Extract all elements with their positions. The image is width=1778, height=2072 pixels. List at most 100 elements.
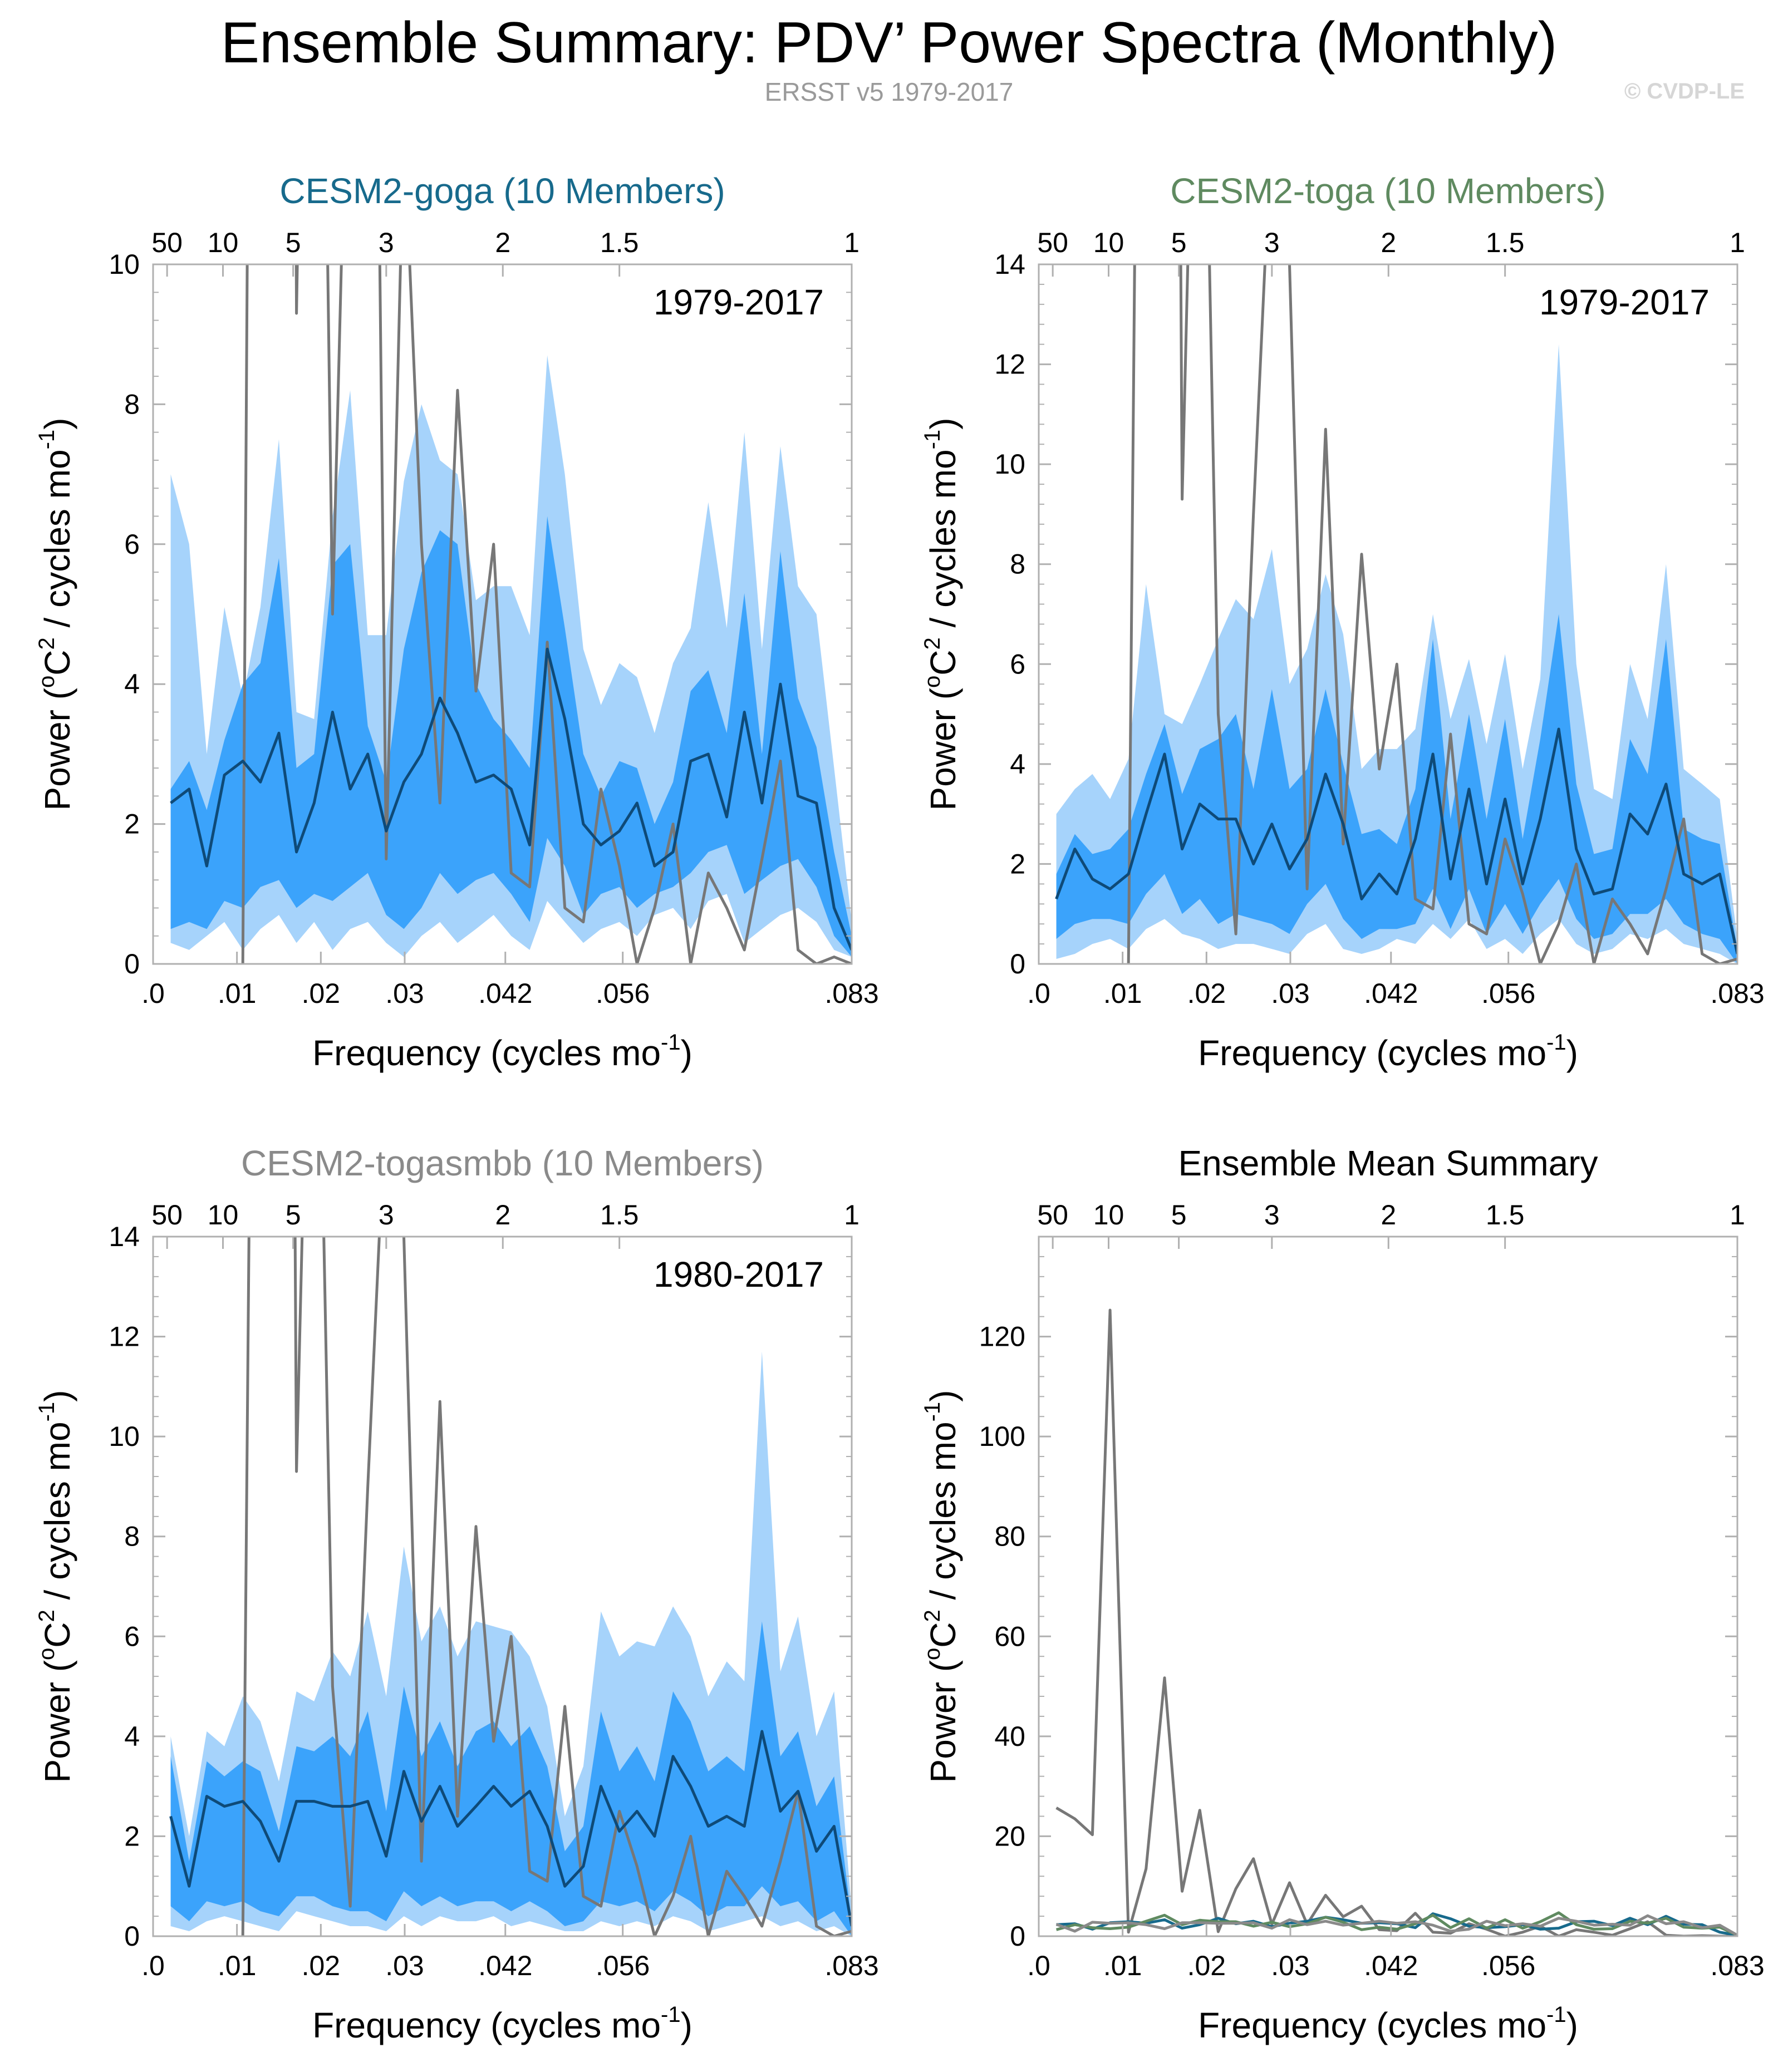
top-period-label: 5 [286,1199,301,1231]
y-tick-label: 2 [1010,848,1025,879]
top-period-label: 5 [1171,1199,1187,1231]
panel-title: CESM2-toga (10 Members) [1170,171,1605,211]
top-period-label: 2 [1381,1199,1396,1231]
top-period-label: 3 [1264,227,1280,258]
copyright-label: © CVDP-LE [1624,79,1745,104]
top-period-label: 2 [495,227,510,258]
plot-frame [1038,1236,1738,1937]
x-axis-label: Frequency (cycles mo-1) [1198,1030,1578,1073]
x-tick-label: .056 [1481,978,1535,1009]
y-axis-label: Power (oC2 / cycles mo-1) [35,1390,77,1783]
x-tick-label: .042 [1364,1950,1418,1981]
y-tick-label: 10 [109,249,140,280]
top-period-label: 50 [151,227,183,258]
y-tick-label: 12 [994,349,1025,380]
y-tick-label: 20 [994,1820,1025,1852]
figure-subtitle: ERSST v5 1979-2017 [764,77,1014,106]
y-axis-label: Power (oC2 / cycles mo-1) [920,418,963,811]
y-tick-label: 8 [124,1521,140,1552]
y-tick-label: 8 [1010,549,1025,580]
top-period-label: 1 [844,1199,859,1231]
x-tick-label: .083 [824,978,878,1009]
x-axis-label: Frequency (cycles mo-1) [312,1030,692,1073]
top-period-label: 2 [495,1199,510,1231]
x-tick-label: .03 [1271,1950,1310,1981]
x-tick-label: .03 [385,1950,424,1981]
top-period-label: 50 [1037,1199,1068,1231]
ensemble-mean-line [169,1730,852,1927]
y-tick-label: 8 [124,388,140,420]
x-tick-label: .02 [1187,1950,1226,1981]
top-period-label: 1.5 [1486,1199,1525,1231]
y-tick-label: 2 [124,809,140,840]
top-period-label: 10 [208,1199,239,1231]
series-line-cesm2-togasmbb [1055,1914,1737,1936]
x-tick-label: .01 [1103,1950,1142,1981]
top-period-label: 3 [379,1199,394,1231]
y-tick-label: 4 [124,1721,140,1752]
top-period-label: 5 [286,227,301,258]
x-tick-label: .083 [1710,978,1764,1009]
y-tick-label: 10 [994,449,1025,480]
top-period-label: 50 [1037,227,1068,258]
x-tick-label: .03 [385,978,424,1009]
top-period-label: 3 [379,227,394,258]
x-axis-label: Frequency (cycles mo-1) [1198,2002,1578,2045]
period-label: 1979-2017 [654,282,824,322]
y-tick-label: 100 [979,1421,1025,1452]
x-tick-label: .02 [302,978,341,1009]
y-tick-label: 80 [994,1521,1025,1552]
x-tick-label: .0 [141,1950,165,1981]
y-tick-label: 4 [124,668,140,700]
y-tick-label: 0 [124,1921,140,1952]
top-period-label: 3 [1264,1199,1280,1231]
panel-title: CESM2-togasmbb (10 Members) [241,1143,764,1183]
plot-area [1055,264,1737,964]
top-period-label: 1 [1730,227,1745,258]
x-tick-label: .01 [218,978,257,1009]
y-tick-label: 120 [979,1321,1025,1352]
spread-band-inner [1056,614,1737,964]
y-tick-label: 6 [124,529,140,560]
top-period-label: 1.5 [600,227,639,258]
top-period-label: 10 [208,227,239,258]
y-tick-label: 0 [124,948,140,980]
y-tick-label: 2 [124,1820,140,1852]
plot-area [169,1237,852,1936]
top-period-label: 1.5 [1486,227,1525,258]
panel-title: CESM2-goga (10 Members) [279,171,725,211]
y-tick-label: 14 [109,1221,140,1252]
plot-area [170,264,852,964]
x-tick-label: .056 [1481,1950,1535,1981]
y-tick-label: 0 [1010,1921,1025,1952]
y-axis-label: Power (oC2 / cycles mo-1) [920,1390,963,1783]
figure-title: Ensemble Summary: PDV’ Power Spectra (Mo… [220,11,1558,75]
x-tick-label: .083 [1710,1950,1764,1981]
panel-title: Ensemble Mean Summary [1178,1143,1598,1183]
x-tick-label: .0 [1027,978,1050,1009]
y-tick-label: 4 [1010,749,1025,780]
y-tick-label: 14 [994,249,1025,280]
x-tick-label: .03 [1271,978,1310,1009]
x-tick-label: .02 [302,1950,341,1981]
x-tick-label: .0 [141,978,165,1009]
x-tick-label: .083 [824,1950,878,1981]
top-period-label: 50 [151,1199,183,1231]
y-tick-label: 6 [1010,648,1025,680]
y-tick-label: 60 [994,1621,1025,1652]
ensemble-mean-line [1055,727,1737,954]
x-tick-label: .042 [478,1950,532,1981]
x-tick-label: .042 [1364,978,1418,1009]
top-period-label: 2 [1381,227,1396,258]
plot-area [1055,1308,1737,1936]
spread-band-inner [170,1621,852,1936]
x-tick-label: .01 [1103,978,1142,1009]
x-tick-label: .01 [218,1950,257,1981]
top-period-label: 10 [1093,1199,1124,1231]
observations-line [241,264,852,964]
x-tick-label: .042 [478,978,532,1009]
x-tick-label: .0 [1027,1950,1050,1981]
x-tick-label: .056 [596,978,650,1009]
top-period-label: 1 [1730,1199,1745,1231]
